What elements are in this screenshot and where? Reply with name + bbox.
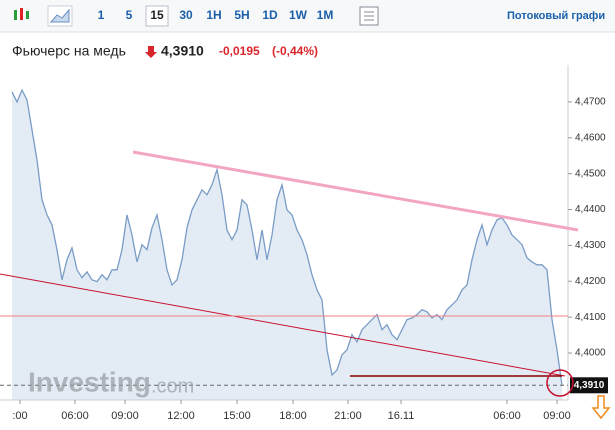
header-change: -0,0195 [219, 44, 260, 58]
x-tick-label: :00 [12, 410, 27, 422]
watermark-brand: Investing [28, 366, 151, 397]
x-tick-label: 18:00 [279, 410, 307, 422]
x-tick-label: 06:00 [493, 410, 521, 422]
header-change-pct: (-0,44%) [272, 44, 318, 58]
x-tick-label: 21:00 [334, 410, 362, 422]
y-tick-label: 4,4600 [575, 132, 606, 143]
y-tick-label: 4,4000 [575, 348, 606, 359]
y-tick-label: 4,4500 [575, 168, 606, 179]
x-tick-label: 15:00 [223, 410, 251, 422]
trendline-upper [132, 150, 579, 232]
x-tick-label: 12:00 [167, 410, 195, 422]
interval-button[interactable]: 1W [289, 8, 308, 22]
price-tag: 4,3910 [574, 380, 605, 391]
x-tick-label: 06:00 [61, 410, 89, 422]
interval-button[interactable]: 5 [126, 8, 133, 22]
interval-button[interactable]: 1H [206, 8, 221, 22]
price-line [11, 88, 563, 386]
trendline-lower [0, 273, 566, 377]
interval-button[interactable]: 1 [98, 8, 105, 22]
streaming-link[interactable]: Потоковый графи [507, 10, 605, 22]
y-tick-label: 4,4700 [575, 97, 606, 108]
price-tag-bg [570, 377, 608, 394]
instrument-title: Фьючерс на медь [12, 43, 126, 59]
settings-icon[interactable] [359, 6, 379, 26]
watermark-suffix: .com [151, 375, 194, 397]
interval-button[interactable]: 5H [234, 8, 249, 22]
area-icon[interactable] [47, 5, 73, 27]
down-arrow [145, 46, 157, 58]
y-tick-label: 4,4300 [575, 240, 606, 251]
selected-interval-box [145, 5, 169, 27]
highlight-circle [546, 369, 574, 397]
area-fill [12, 90, 562, 400]
x-tick-label: 09:00 [111, 410, 139, 422]
orange-arrow [591, 395, 611, 420]
candle-icon[interactable] [14, 8, 29, 20]
x-tick-label: 16.11 [388, 410, 415, 422]
x-tick-label: 09:00 [543, 410, 571, 422]
y-tick-label: 4,4100 [575, 312, 606, 323]
interval-button[interactable]: 1M [317, 8, 334, 22]
y-tick-label: 4,4400 [575, 204, 606, 215]
interval-button[interactable]: 1D [262, 8, 278, 22]
y-tick-label: 4,4200 [575, 276, 606, 287]
interval-button[interactable]: 15 [150, 8, 164, 22]
interval-button[interactable]: 30 [179, 8, 193, 22]
toolbar [0, 0, 615, 32]
header-price: 4,3910 [161, 43, 204, 59]
